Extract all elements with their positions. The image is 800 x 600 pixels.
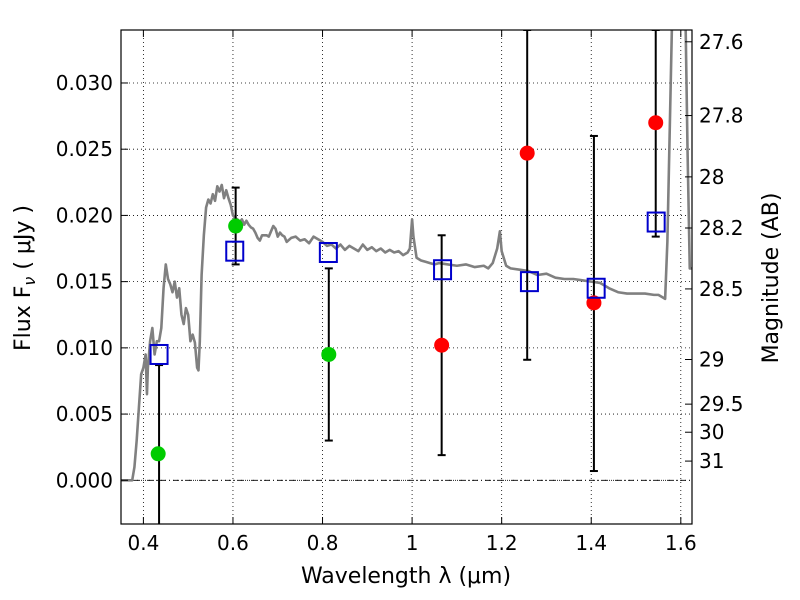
x-tick-label: 1 — [406, 531, 419, 555]
model-point — [149, 343, 169, 365]
model-point — [225, 240, 245, 262]
y2-axis-label: Magnitude (AB) — [759, 193, 784, 364]
y2-tick-label: 29 — [699, 348, 724, 372]
observed-point — [150, 446, 166, 462]
y-tick-label: 0.020 — [56, 203, 113, 227]
x-tick-label: 1.4 — [575, 531, 607, 555]
y2-tick-label: 30 — [699, 420, 724, 444]
x-tick-label: 0.4 — [127, 531, 159, 555]
grid — [121, 30, 692, 524]
y2-tick-label: 31 — [699, 449, 724, 473]
x-tick-labels: 0.4 0.6 0.8 1 1.2 1.4 1.6 — [127, 531, 696, 555]
y-tick-label: 0.000 — [56, 468, 113, 492]
model-points — [149, 211, 666, 365]
x-tick-label: 1.6 — [665, 531, 697, 555]
template-spectrum — [121, 30, 692, 482]
y-axis-label-main: Flux F — [11, 286, 36, 351]
y2-tick-label: 28 — [699, 165, 724, 189]
x-tick-label: 0.6 — [217, 531, 249, 555]
y2-tick-label: 27.6 — [699, 30, 744, 54]
x-axis-label: Wavelength λ (μm) — [301, 564, 511, 589]
y2-tick-label: 28.2 — [699, 216, 744, 240]
observed-point — [586, 295, 602, 311]
y-tick-label: 0.030 — [56, 71, 113, 95]
y-tick-labels: 0.000 0.005 0.010 0.015 0.020 0.025 0.030 — [56, 71, 113, 492]
y2-tick-label: 29.5 — [699, 392, 744, 416]
y-tick-label: 0.025 — [56, 137, 113, 161]
y-tick-label: 0.005 — [56, 402, 113, 426]
y-axis-label: Flux Fν ( μJy ) — [11, 205, 39, 351]
y-tick-label: 0.015 — [56, 270, 113, 294]
y-axis-label-unit: ( μJy ) — [11, 205, 36, 277]
y-axis-label-sub: ν — [20, 277, 39, 286]
observed-point — [648, 115, 664, 131]
y2-tick-label: 28.5 — [699, 277, 744, 301]
template-spectrum-line — [121, 30, 692, 482]
model-point — [519, 271, 539, 293]
observed-points — [150, 115, 664, 462]
x-tick-label: 1.2 — [486, 531, 518, 555]
y2-tick-labels: 27.6 27.8 28 28.2 28.5 29 29.5 30 31 — [699, 30, 744, 473]
observed-point — [519, 145, 535, 161]
model-point — [318, 241, 338, 263]
y-tick-label: 0.010 — [56, 336, 113, 360]
observed-point — [434, 337, 450, 353]
model-point — [433, 259, 453, 281]
plot-frame — [120, 29, 693, 525]
model-point — [646, 211, 666, 233]
observed-point — [228, 218, 244, 234]
y2-tick-label: 27.8 — [699, 104, 744, 128]
x-tick-label: 0.8 — [307, 531, 339, 555]
axis-ticks — [121, 30, 692, 524]
model-point — [586, 277, 606, 299]
observed-point — [321, 346, 337, 362]
